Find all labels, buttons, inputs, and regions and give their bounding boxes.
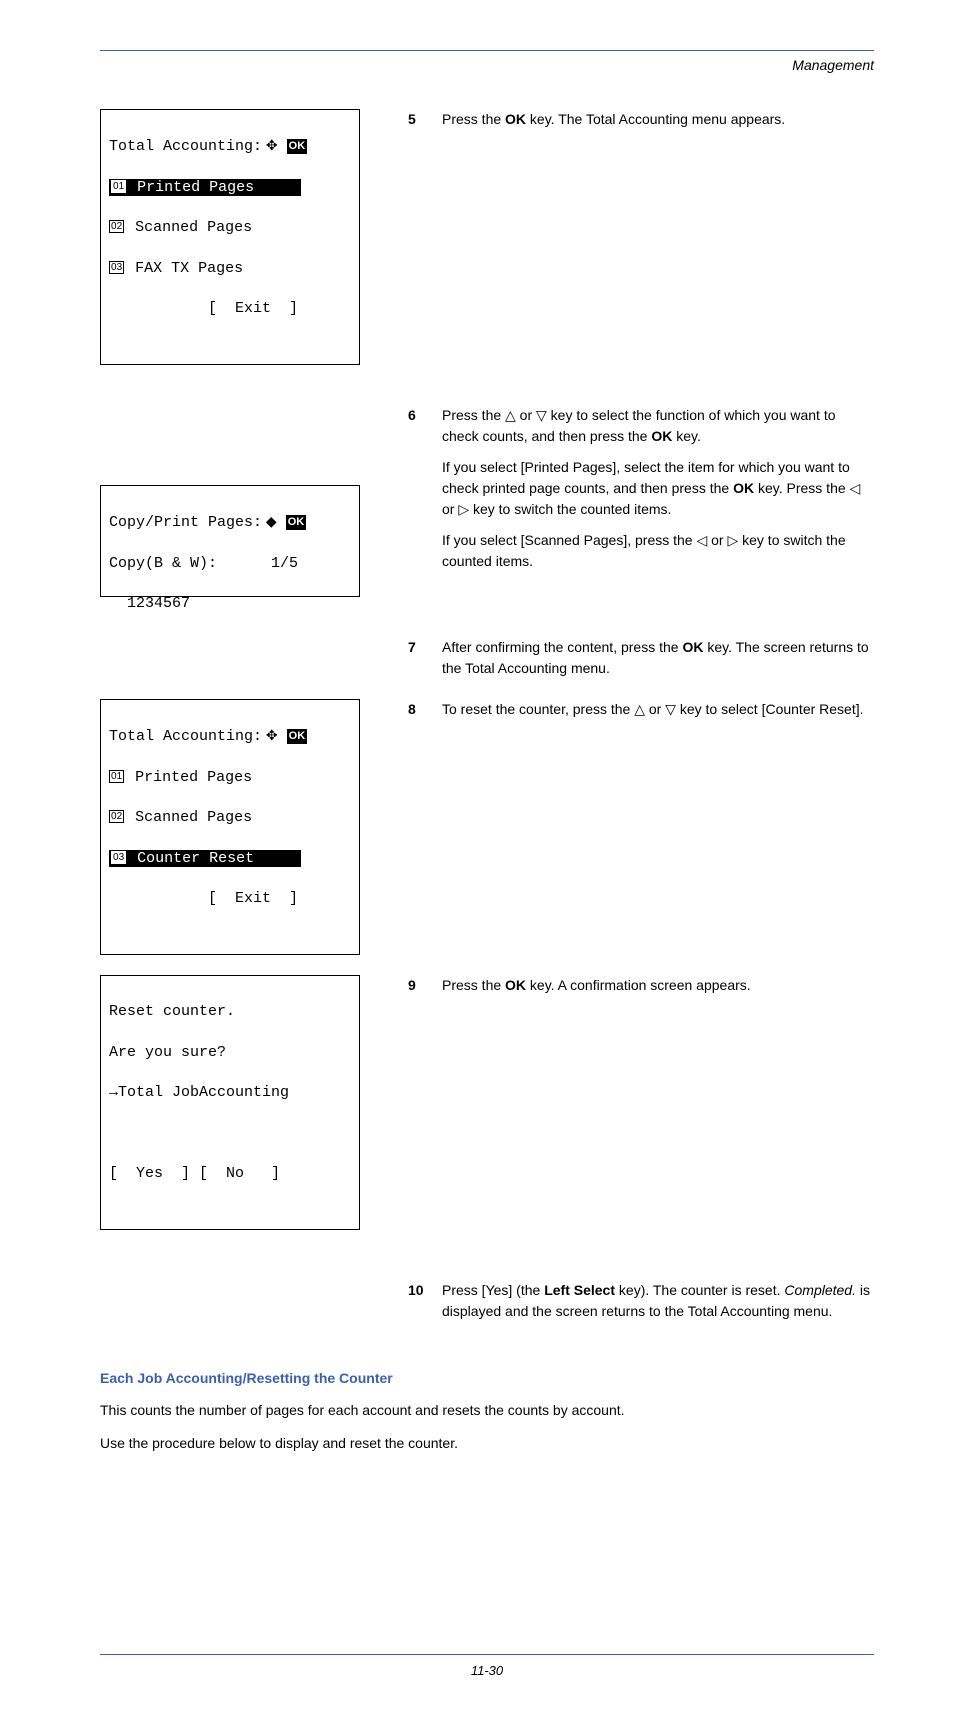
lcd-total-accounting-1: Total Accounting: ✥ OK 01 Printed Pages … — [100, 109, 360, 365]
step-10-text: Press [Yes] (the Left Select key). The c… — [442, 1280, 874, 1322]
step-6: 6 Press the △ or ▽ key to select the fun… — [408, 405, 874, 572]
step-9-text: Press the OK key. A confirmation screen … — [442, 975, 874, 996]
step-5: 5 Press the OK key. The Total Accounting… — [408, 109, 874, 130]
lcd-reset-confirm: Reset counter. Are you sure? →Total JobA… — [100, 975, 360, 1230]
step-5-text: Press the OK key. The Total Accounting m… — [442, 109, 874, 130]
step-7: 7 After confirming the content, press th… — [408, 637, 874, 679]
lcd-copy-print: Copy/Print Pages: ◆ OK Copy(B & W): 1/5 … — [100, 485, 360, 597]
step-10: 10 Press [Yes] (the Left Select key). Th… — [408, 1280, 874, 1322]
section-p1: This counts the number of pages for each… — [100, 1400, 874, 1421]
lcd-total-accounting-2: Total Accounting: ✥ OK 01 Printed Pages … — [100, 699, 360, 955]
step-7-text: After confirming the content, press the … — [442, 637, 874, 679]
step-8: 8 To reset the counter, press the △ or ▽… — [408, 699, 874, 720]
step-6-p1: Press the △ or ▽ key to select the funct… — [442, 405, 874, 447]
page-footer: 11-30 — [100, 1654, 874, 1678]
step-8-text: To reset the counter, press the △ or ▽ k… — [442, 699, 874, 720]
step-6-p3: If you select [Scanned Pages], press the… — [442, 530, 874, 572]
step-6-p2: If you select [Printed Pages], select th… — [442, 457, 874, 520]
header-rule — [100, 50, 874, 51]
step-9: 9 Press the OK key. A confirmation scree… — [408, 975, 874, 996]
header-section: Management — [100, 57, 874, 73]
section-p2: Use the procedure below to display and r… — [100, 1433, 874, 1454]
section-heading: Each Job Accounting/Resetting the Counte… — [100, 1370, 874, 1386]
